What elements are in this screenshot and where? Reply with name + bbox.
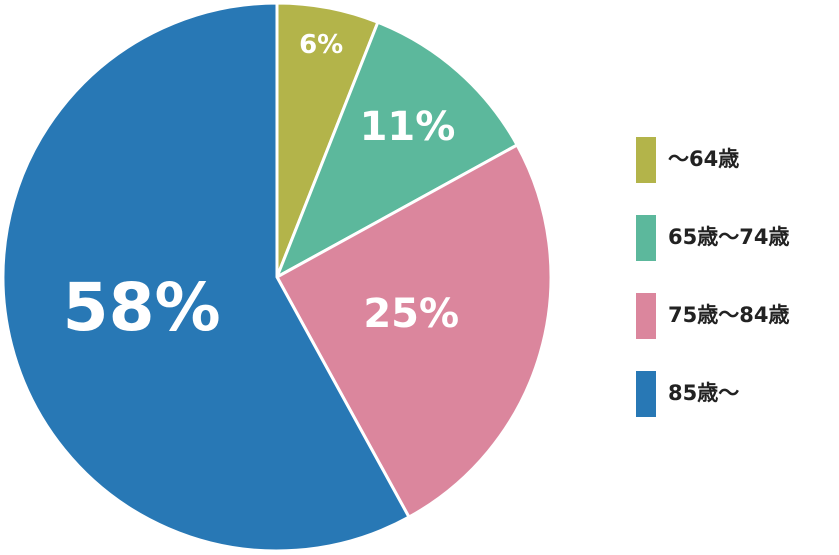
pie-slice — [1, 1, 412, 553]
pie-slice — [274, 142, 553, 520]
legend-label: 85歳～ — [668, 381, 739, 405]
legend-label: 75歳～84歳 — [668, 303, 789, 327]
legend-swatch — [636, 215, 656, 261]
legend-swatch — [636, 293, 656, 339]
legend-label: 65歳～74歳 — [668, 225, 789, 249]
legend-swatch — [636, 137, 656, 183]
legend-swatch — [636, 371, 656, 417]
pie-slice — [274, 20, 520, 281]
data-label: 6% — [299, 30, 343, 60]
data-label: 58% — [63, 269, 221, 346]
legend-label: ～64歳 — [668, 147, 739, 171]
data-label: 11% — [360, 104, 456, 150]
data-label: 25% — [363, 291, 459, 337]
